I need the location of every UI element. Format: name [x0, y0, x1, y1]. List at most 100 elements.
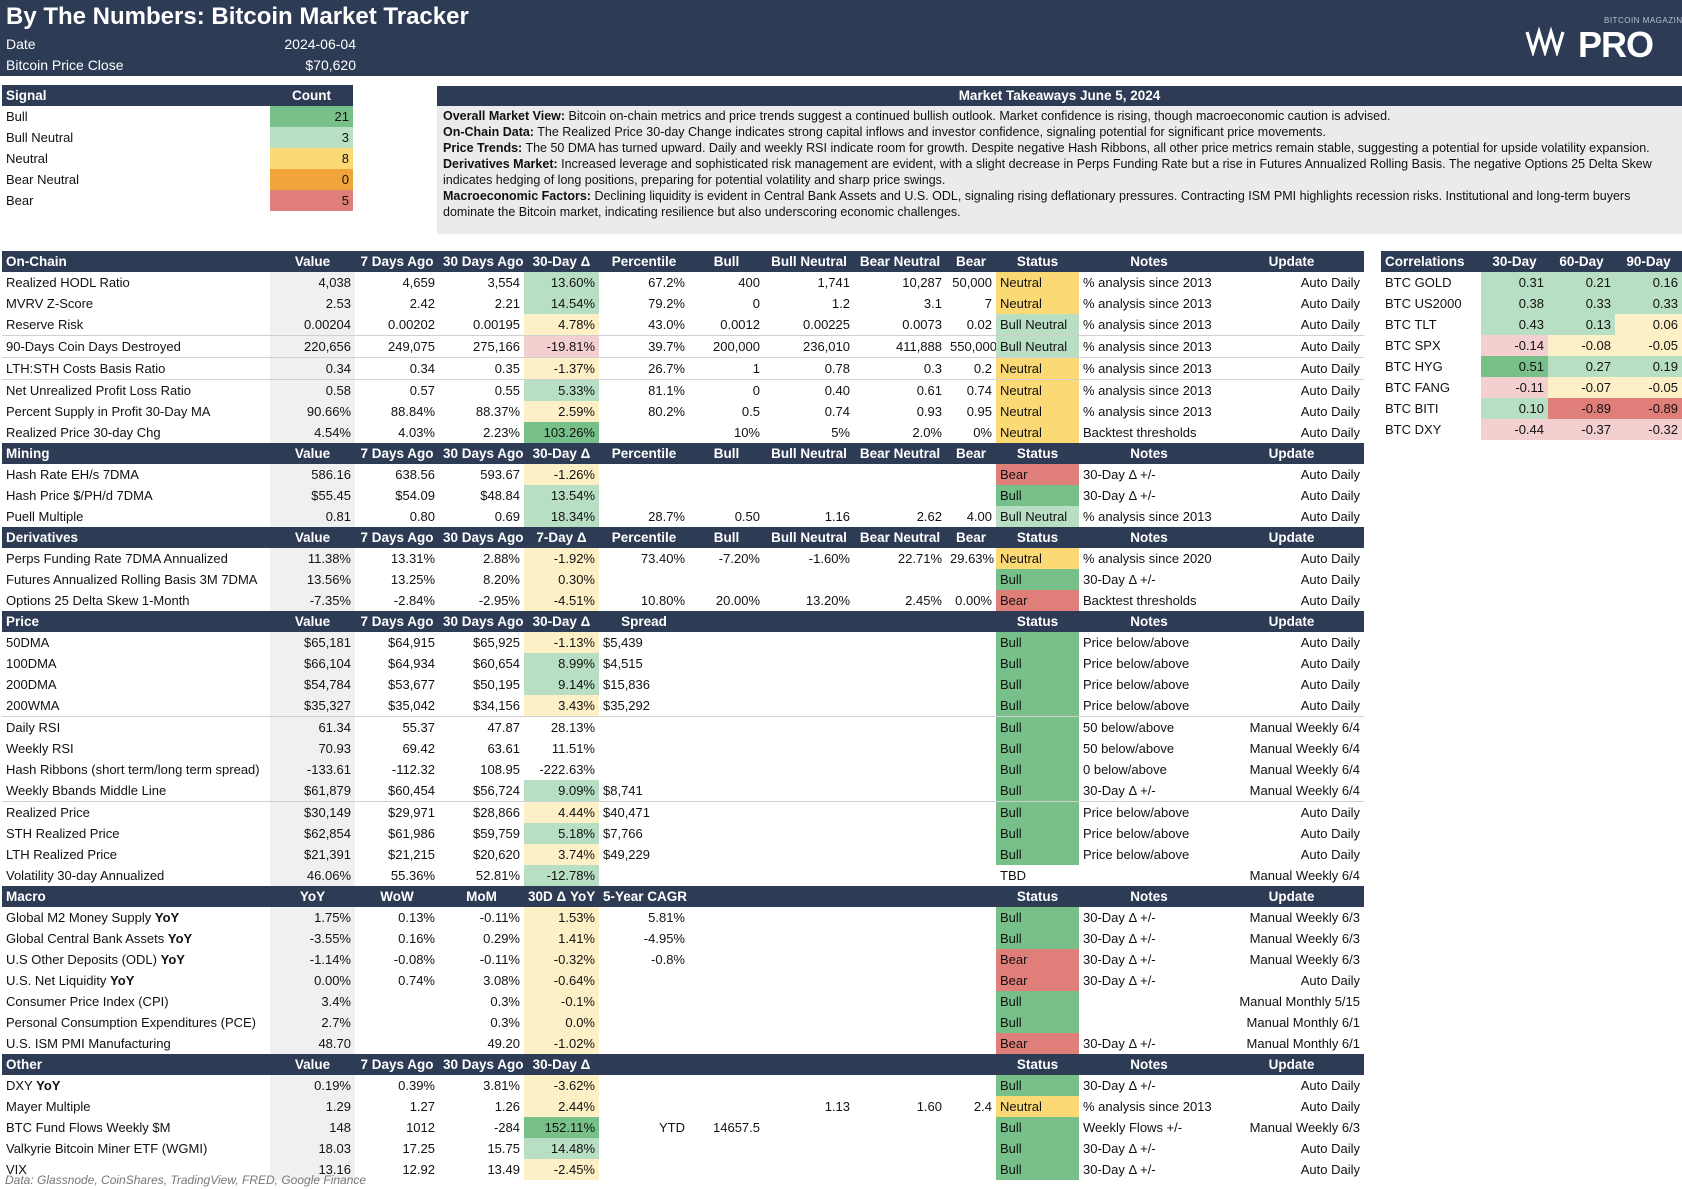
takeaway-item: On-Chain Data: The Realized Price 30-day… — [443, 124, 1676, 140]
section-header-macro: Macro YoY WoW MoM 30D Δ YoY 5-Year CAGR Status… — [2, 886, 1364, 907]
column-header: Other — [2, 1054, 270, 1075]
metric-value: 0.81 — [270, 506, 355, 527]
change-delta: -1.37% — [524, 357, 599, 380]
change-delta: 0.30% — [524, 569, 599, 590]
correlation-value: 0.16 — [1615, 272, 1682, 293]
bear-threshold — [946, 991, 996, 1012]
column-header — [764, 886, 854, 907]
metric-name: Realized HODL Ratio — [2, 272, 270, 293]
correlation-value: 0.06 — [1615, 314, 1682, 335]
metric-name-suffix: YoY — [154, 910, 180, 925]
bear-threshold: 2.4 — [973, 1099, 992, 1114]
column-header: YoY — [270, 886, 355, 907]
update-frequency: Auto Daily — [1300, 826, 1360, 841]
metric-name: LTH Realized Price — [2, 844, 270, 865]
notes: 30-Day Δ +/- — [1083, 783, 1156, 798]
bull-neutral-threshold — [764, 1117, 854, 1138]
status-badge: Neutral — [996, 293, 1079, 314]
bull-neutral-threshold: 1,741 — [817, 275, 850, 290]
column-header: Update — [1219, 443, 1364, 464]
signal-row: Bear Neutral 0 — [2, 169, 353, 190]
metric-name: Weekly RSI — [2, 738, 270, 759]
value-7-days-ago: -112.32 — [391, 762, 435, 777]
section-header-onchain: On-Chain Value 7 Days Ago 30 Days Ago 30-Day… — [2, 251, 1364, 272]
value-30-days-ago: $50,195 — [473, 677, 520, 692]
bull-threshold — [689, 907, 764, 928]
value-30-days-ago: 275,166 — [439, 335, 524, 358]
value-30-days-ago: $60,654 — [473, 656, 520, 671]
update-frequency: Auto Daily — [1219, 379, 1364, 401]
status-badge: Bull — [996, 928, 1079, 949]
bear-neutral-threshold — [854, 1033, 946, 1054]
bull-threshold: 0 — [752, 296, 760, 311]
signal-label: Bear — [6, 193, 34, 208]
column-header: 30D Δ YoY — [524, 886, 599, 907]
metric-name: Consumer Price Index (CPI) — [2, 991, 270, 1012]
section-header-mining: Mining Value 7 Days Ago 30 Days Ago 30-Day Δ… — [2, 443, 1364, 464]
metric-name-text: Realized Price — [6, 805, 90, 820]
metric-name: Realized Price — [2, 801, 270, 823]
column-header: 30-Day Δ — [524, 251, 599, 272]
metric-row: Hash Rate EH/s 7DMA 586.16 638.56 593.67 -1.… — [2, 464, 1364, 485]
metric-value: 4,038 — [270, 272, 355, 293]
status-badge: Bull — [996, 991, 1079, 1012]
percentile: $49,229 — [603, 847, 650, 862]
column-header: Mining — [2, 443, 270, 464]
percentile: 28.7% — [648, 509, 685, 524]
page-title: By The Numbers: Bitcoin Market Tracker — [6, 3, 469, 30]
value-7-days-ago: $61,986 — [388, 826, 435, 841]
percentile — [599, 1012, 689, 1033]
metric-name: Daily RSI — [2, 716, 270, 738]
metric-value: 1.75% — [270, 907, 355, 928]
notes: % analysis since 2013 — [1083, 509, 1212, 524]
signal-row: Bull 21 — [2, 106, 353, 127]
bull-neutral-threshold: 1.16 — [824, 509, 850, 524]
signal-count: 3 — [270, 127, 353, 148]
value-7-days-ago: 17.25 — [402, 1141, 435, 1156]
notes: % analysis since 2013 — [1079, 357, 1219, 380]
column-header — [689, 611, 764, 632]
bull-neutral-threshold — [764, 695, 854, 717]
update-frequency: Auto Daily — [1219, 357, 1364, 380]
metric-name: 50DMA — [2, 632, 270, 653]
status-badge: Bull Neutral — [996, 335, 1079, 358]
metric-row: BTC Fund Flows Weekly $M 148 1012 -284 152.1… — [2, 1117, 1364, 1138]
metric-name-text: BTC Fund Flows Weekly $M — [6, 1120, 171, 1135]
column-header: Bear Neutral — [854, 527, 946, 548]
status-badge: Bear — [996, 970, 1079, 991]
value-30-days-ago: 2.88% — [483, 551, 520, 566]
metric-name: MVRV Z-Score — [2, 293, 270, 314]
update-frequency: Auto Daily — [1300, 973, 1360, 988]
value-30-days-ago: 0.00195 — [473, 317, 520, 332]
metric-name-text: Valkyrie Bitcoin Miner ETF (WGMI) — [6, 1141, 208, 1156]
bear-threshold: 0.95 — [966, 404, 992, 419]
change-delta: -12.78% — [524, 865, 599, 886]
bull-neutral-threshold — [764, 801, 854, 823]
value-30-days-ago: -2.95% — [478, 593, 520, 608]
column-header: Status — [996, 886, 1079, 907]
notes: 30-Day Δ +/- — [1083, 1036, 1156, 1051]
bear-threshold — [946, 844, 996, 865]
value-7-days-ago: $35,042 — [388, 698, 435, 713]
percentile: YTD — [659, 1120, 685, 1135]
value-30-days-ago: 8.20% — [483, 572, 520, 587]
metric-value: $62,854 — [270, 823, 355, 844]
bear-neutral-threshold: 3.1 — [923, 296, 942, 311]
bull-neutral-threshold — [764, 991, 854, 1012]
percentile: 73.40% — [640, 551, 685, 566]
column-header: Bull Neutral — [764, 443, 854, 464]
price-close-value: $70,620 — [305, 57, 356, 73]
percentile: $15,836 — [603, 677, 650, 692]
takeaway-text: Declining liquidity is evident in Centra… — [443, 189, 1631, 219]
metric-name-suffix: YoY — [160, 952, 185, 967]
update-frequency: Auto Daily — [1219, 801, 1364, 823]
bull-threshold — [689, 823, 764, 844]
bull-neutral-threshold — [764, 759, 854, 780]
value-30-days-ago: 47.87 — [439, 716, 524, 738]
correlation-pair: BTC TLT — [1385, 317, 1437, 332]
change-delta: 4.78% — [524, 314, 599, 336]
notes: Price below/above — [1083, 847, 1190, 862]
column-header: Value — [270, 251, 355, 272]
value-30-days-ago: $56,724 — [473, 783, 520, 798]
bear-neutral-threshold — [854, 844, 946, 865]
